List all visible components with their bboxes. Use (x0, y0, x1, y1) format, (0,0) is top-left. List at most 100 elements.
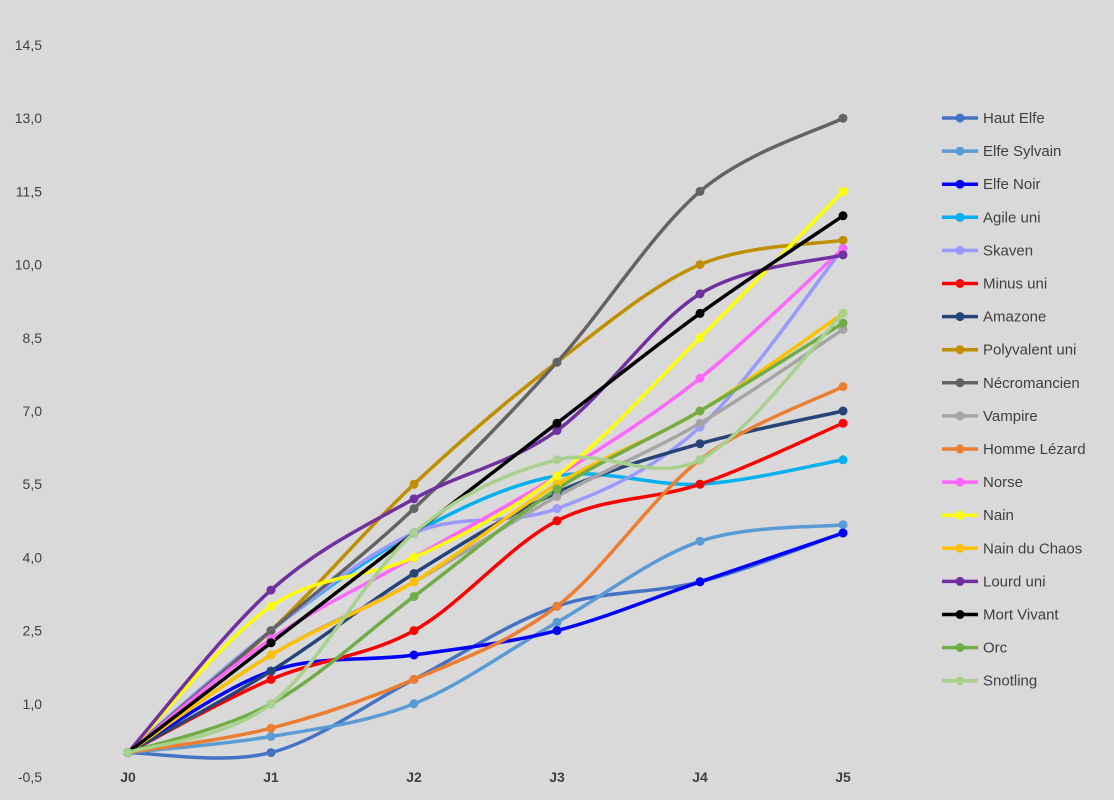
series-line (126, 253, 845, 755)
data-point (838, 382, 848, 392)
data-point (552, 516, 562, 526)
legend-swatch-marker (955, 444, 965, 454)
data-point (266, 638, 276, 648)
series-line (126, 458, 845, 755)
data-point (409, 528, 419, 538)
data-point (266, 723, 276, 733)
data-point (266, 666, 276, 676)
data-point (409, 577, 419, 587)
data-point (552, 426, 562, 436)
data-point (695, 308, 705, 318)
legend-item: Elfe Sylvain (942, 143, 1061, 160)
data-point (552, 491, 562, 501)
x-tick-label: J3 (549, 769, 565, 785)
legend-item: Snotling (942, 673, 1037, 690)
data-point (695, 455, 705, 465)
legend: Haut Elfe Elfe Sylvain Elfe Noir Agile uni S… (942, 110, 1086, 690)
legend-item: Nain du Chaos (942, 540, 1082, 557)
data-point (409, 504, 419, 514)
data-point (552, 617, 562, 627)
series-line (126, 189, 845, 755)
data-point (266, 674, 276, 684)
legend-label: Elfe Noir (983, 176, 1041, 193)
data-point (552, 504, 562, 514)
data-point (838, 113, 848, 123)
data-point (552, 418, 562, 428)
y-tick-label: 5,5 (23, 476, 43, 492)
legend-label: Nain du Chaos (983, 540, 1082, 557)
legend-item: Polyvalent uni (942, 342, 1076, 359)
data-point (838, 186, 848, 196)
legend-item: Nécromancien (942, 375, 1080, 392)
legend-label: Agile uni (983, 209, 1041, 226)
y-tick-label: -0,5 (18, 769, 42, 785)
legend-item: Homme Lézard (942, 441, 1086, 458)
data-point (552, 455, 562, 465)
x-tick-label: J4 (692, 769, 708, 785)
data-point (123, 748, 133, 758)
legend-label: Minus uni (983, 276, 1047, 293)
legend-swatch-marker (955, 477, 965, 487)
legend-label: Nécromancien (983, 375, 1080, 392)
data-point (552, 471, 562, 481)
legend-swatch-marker (955, 212, 965, 222)
y-tick-label: 14,5 (15, 37, 42, 53)
series-line (126, 522, 845, 755)
data-point (695, 406, 705, 416)
data-point (552, 484, 562, 494)
y-tick-label: 7,0 (23, 403, 43, 419)
legend-label: Vampire (983, 408, 1038, 425)
data-point (552, 357, 562, 367)
data-point (695, 577, 705, 587)
series-line (126, 421, 845, 755)
data-point (695, 479, 705, 489)
data-point (409, 569, 419, 579)
data-point (409, 494, 419, 504)
series-line (126, 409, 845, 755)
data-point (409, 650, 419, 660)
legend-label: Homme Lézard (983, 441, 1086, 458)
legend-item: Orc (942, 640, 1008, 657)
data-point (266, 585, 276, 595)
data-point (552, 601, 562, 611)
legend-label: Elfe Sylvain (983, 143, 1061, 160)
legend-swatch-marker (955, 543, 965, 553)
data-point (695, 186, 705, 196)
data-point (266, 601, 276, 611)
legend-swatch-marker (955, 113, 965, 123)
legend-label: Mort Vivant (983, 607, 1059, 624)
legend-swatch-marker (955, 345, 965, 355)
data-point (695, 333, 705, 343)
data-point (838, 235, 848, 245)
legend-swatch-marker (955, 179, 965, 189)
x-axis-ticks: J0 J1 J2 J3 J4 J5 (120, 769, 851, 785)
data-point (838, 318, 848, 328)
legend-label: Orc (983, 640, 1008, 657)
data-point (266, 731, 276, 741)
legend-swatch-marker (955, 610, 965, 619)
legend-item: Haut Elfe (942, 110, 1045, 127)
legend-item: Elfe Noir (942, 176, 1041, 193)
legend-swatch-marker (955, 245, 965, 255)
data-point (838, 243, 848, 253)
data-point (266, 699, 276, 709)
y-tick-label: 13,0 (15, 110, 42, 126)
data-point (409, 626, 419, 636)
legend-item: Norse (942, 474, 1023, 491)
legend-item: Lourd uni (942, 573, 1046, 590)
legend-item: Vampire (942, 408, 1038, 425)
legend-swatch-marker (955, 411, 965, 421)
data-point (838, 406, 848, 416)
legend-label: Norse (983, 474, 1023, 491)
legend-swatch-marker (955, 576, 965, 586)
legend-label: Haut Elfe (983, 110, 1045, 127)
data-point (695, 439, 705, 449)
series-line (126, 214, 845, 755)
data-point (838, 418, 848, 428)
legend-label: Nain (983, 507, 1014, 524)
legend-label: Polyvalent uni (983, 342, 1076, 359)
data-point (838, 520, 848, 530)
y-tick-label: 8,5 (23, 330, 43, 346)
legend-swatch-marker (955, 146, 965, 156)
legend-swatch-marker (955, 643, 965, 653)
